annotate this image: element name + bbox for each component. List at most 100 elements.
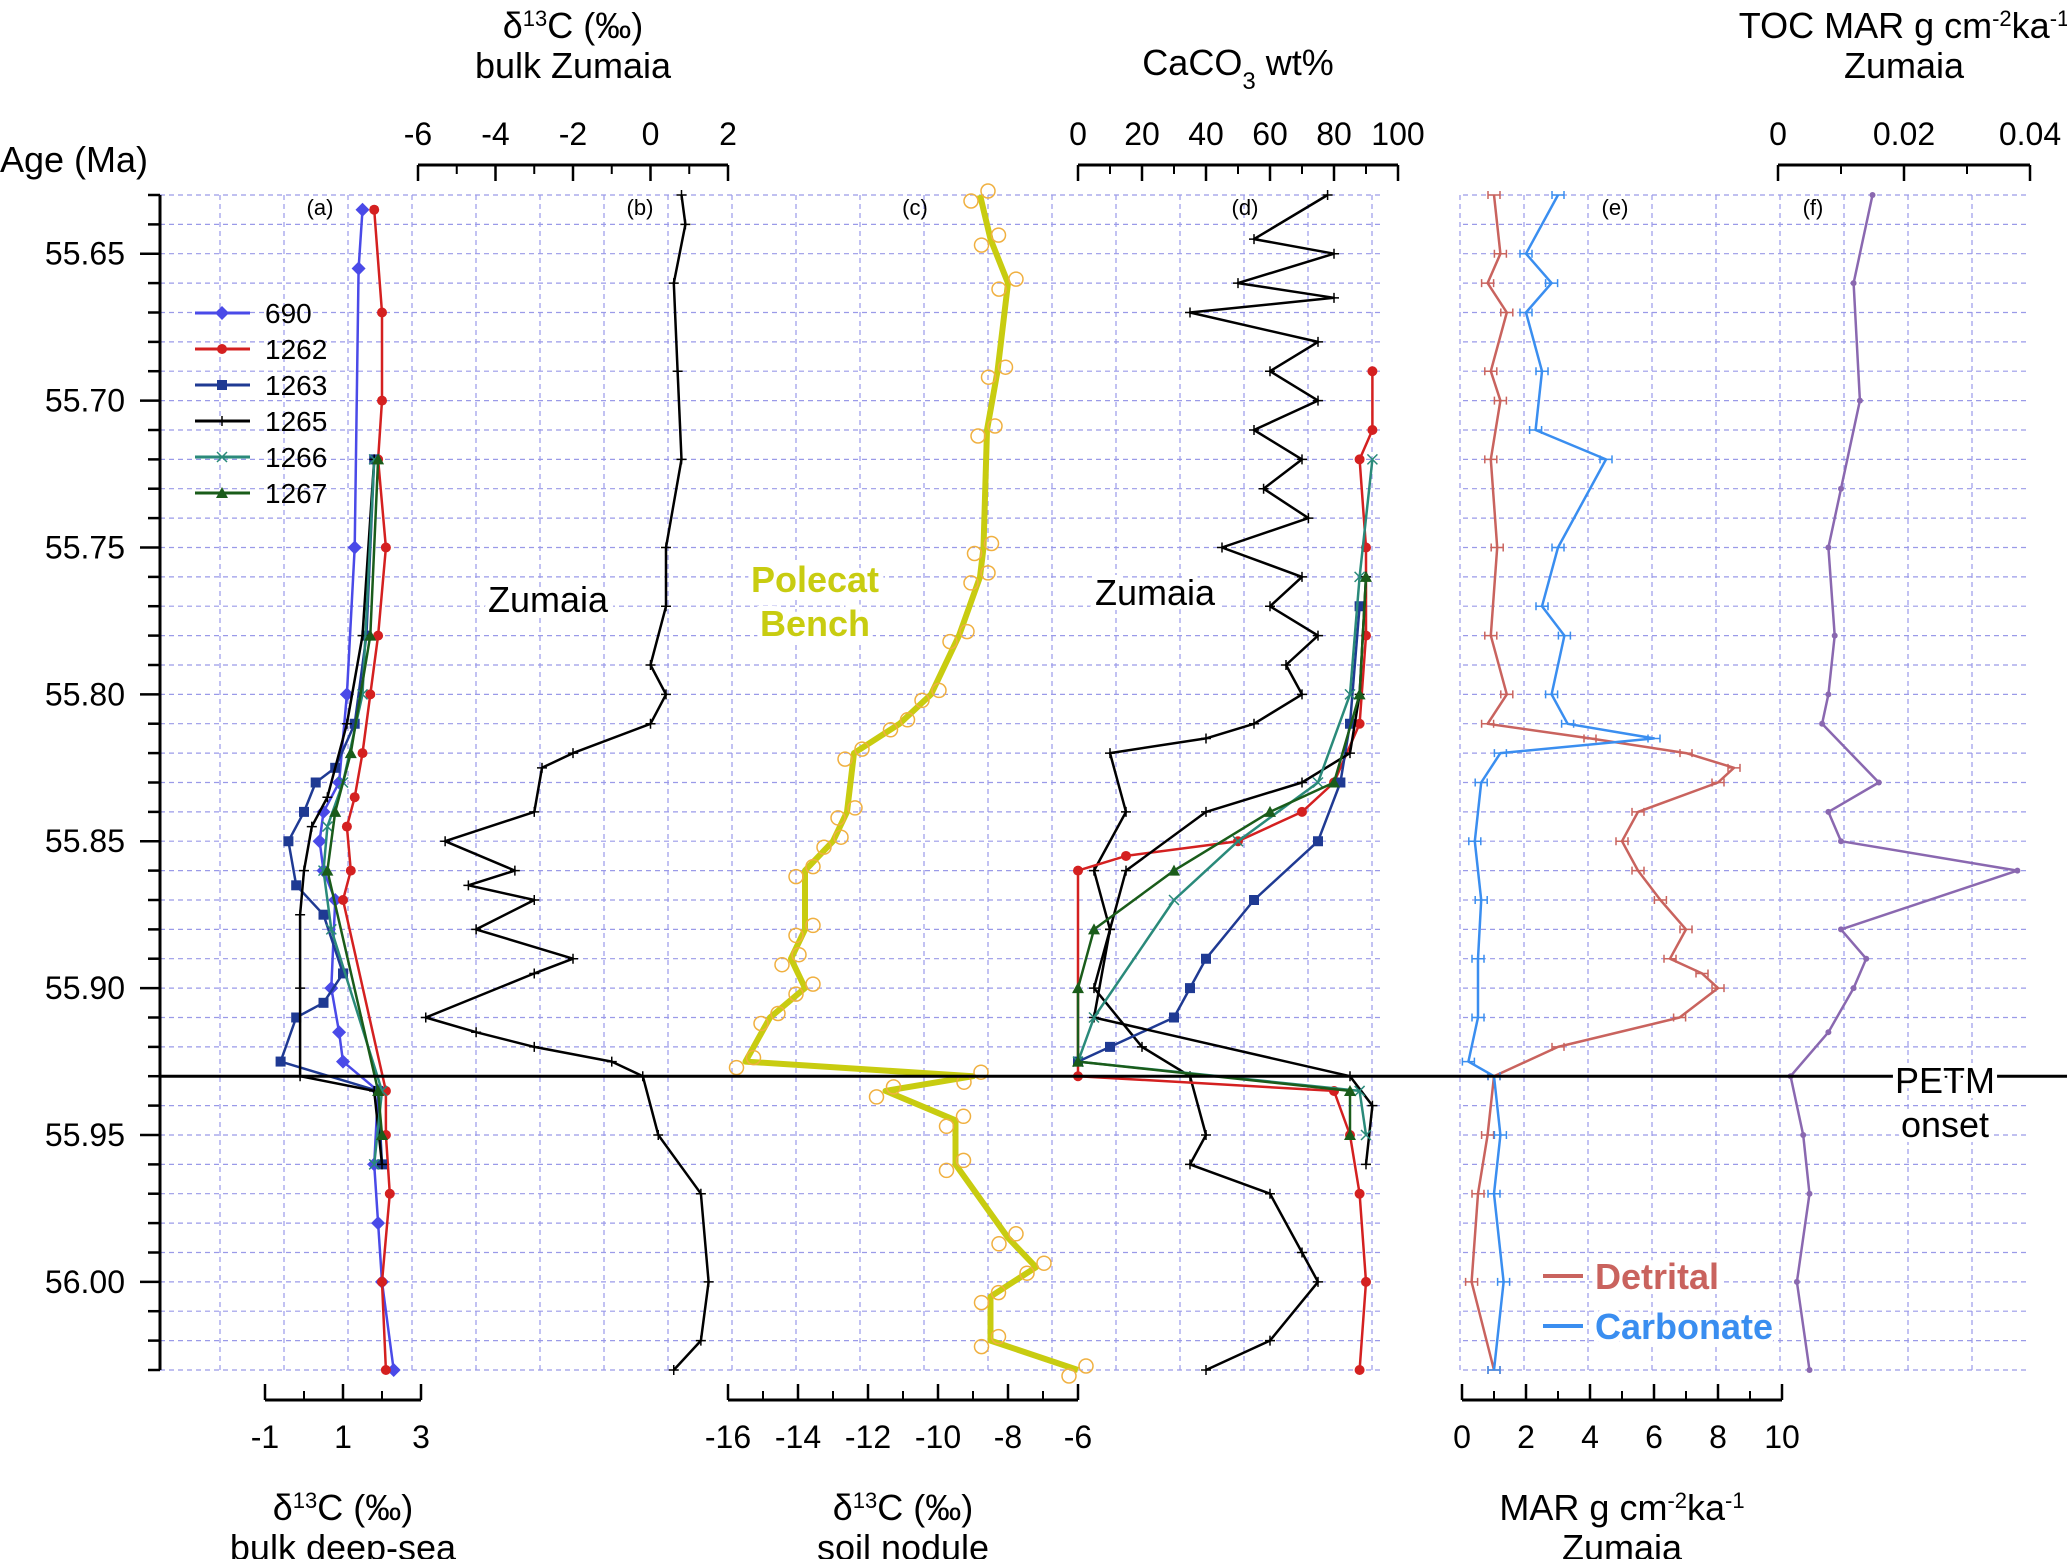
data-point xyxy=(1185,983,1195,994)
data-point xyxy=(1615,837,1629,846)
data-point xyxy=(2014,867,2021,874)
data-point xyxy=(1168,894,1180,906)
data-point xyxy=(376,1129,388,1140)
data-point xyxy=(1344,688,1356,700)
series-layer xyxy=(275,183,2021,1384)
data-point xyxy=(1313,836,1323,847)
data-point xyxy=(1480,279,1495,288)
data-point xyxy=(695,1335,706,1346)
data-point xyxy=(980,565,996,581)
data-point xyxy=(1345,748,1355,759)
x-tick-label: 0.04 xyxy=(1999,116,2061,152)
data-point xyxy=(931,682,947,699)
data-point xyxy=(1249,718,1259,729)
annotation-text: Zumaia xyxy=(488,579,609,620)
series-c-polecat-bench xyxy=(728,183,1094,1384)
x-axis-title: δ13C (‰) xyxy=(833,1487,974,1528)
data-point xyxy=(1217,542,1227,553)
data-point xyxy=(1185,1159,1195,1170)
data-point xyxy=(1121,850,1131,861)
x-axis-title: Zumaia xyxy=(1844,45,1965,86)
data-point xyxy=(351,261,366,276)
data-point xyxy=(661,689,671,700)
data-point xyxy=(529,806,540,817)
data-point xyxy=(1008,1226,1024,1242)
data-point xyxy=(728,1059,745,1076)
data-point xyxy=(885,1079,902,1095)
data-point xyxy=(1201,953,1211,964)
data-point xyxy=(1679,749,1693,758)
data-point xyxy=(344,747,357,759)
data-point xyxy=(1367,366,1378,377)
data-point xyxy=(1169,1012,1179,1023)
x-axis-b: -6 -4 -2 0 2 δ13C (‰)bulk Zumaia xyxy=(404,5,737,181)
legend-label: 690 xyxy=(265,298,312,329)
data-point xyxy=(349,792,360,803)
data-point xyxy=(1850,280,1857,287)
data-point xyxy=(1672,1013,1687,1022)
data-point xyxy=(1528,426,1543,434)
y-tick-label: 55.95 xyxy=(45,1117,125,1153)
data-point xyxy=(1201,1130,1211,1140)
data-point xyxy=(1265,1188,1275,1199)
data-point xyxy=(336,1054,350,1069)
data-point xyxy=(1249,895,1259,905)
data-point xyxy=(377,395,387,406)
data-point xyxy=(1328,776,1340,788)
x-tick-label: -8 xyxy=(994,1419,1022,1455)
data-point xyxy=(368,1158,380,1170)
x-tick-label: 100 xyxy=(1371,116,1424,152)
data-point xyxy=(847,800,863,816)
data-point xyxy=(1088,923,1100,935)
data-point xyxy=(1850,985,1857,992)
series-d-1266 xyxy=(1072,453,1378,1141)
data-point xyxy=(1089,865,1099,876)
data-point xyxy=(1831,632,1838,639)
data-point xyxy=(970,428,986,444)
legend-item-1263: 1263 xyxy=(195,370,327,401)
data-point xyxy=(1551,1042,1565,1051)
x-axis-title: MAR g cm-2ka-1 xyxy=(1499,1487,1744,1528)
x-axis-c: -16 -14 -12 -10 -8 -6 δ13C (‰)soil nodule xyxy=(705,1384,1092,1559)
series-b-zumaia xyxy=(420,190,714,1375)
data-point xyxy=(463,880,474,891)
x-axis-title: δ13C (‰) xyxy=(503,5,644,46)
data-point xyxy=(1800,1132,1807,1138)
data-point xyxy=(672,366,683,377)
data-point xyxy=(816,839,832,855)
data-point xyxy=(791,946,807,963)
data-point xyxy=(372,453,385,465)
data-point xyxy=(745,1049,762,1066)
annotation-text: PETM xyxy=(1895,1060,1995,1101)
annotation-detrital: Detrital xyxy=(1590,1251,1724,1302)
data-point xyxy=(283,836,294,847)
data-point xyxy=(997,359,1014,375)
data-point xyxy=(217,344,227,354)
data-point xyxy=(1297,454,1307,465)
data-point xyxy=(1825,1029,1832,1036)
data-point xyxy=(1344,1084,1356,1096)
data-point xyxy=(355,202,370,217)
data-point xyxy=(275,1056,286,1067)
data-point xyxy=(1168,864,1180,876)
x-axis-title: soil nodule xyxy=(817,1527,989,1559)
data-point xyxy=(1727,763,1741,772)
annotation-carbonate: Carbonate xyxy=(1590,1301,1778,1352)
x-tick-label: 4 xyxy=(1581,1419,1599,1455)
series-line xyxy=(1077,606,1361,1063)
annotation-text: Bench xyxy=(760,603,870,644)
data-point xyxy=(1297,806,1307,817)
data-point xyxy=(1366,453,1378,465)
data-point xyxy=(1088,1011,1100,1024)
data-point xyxy=(1493,1131,1508,1139)
data-point xyxy=(1008,271,1024,287)
data-point xyxy=(295,909,306,920)
data-point xyxy=(1631,807,1645,816)
panel-label-d: (d) xyxy=(1232,195,1259,220)
x-tick-label: 2 xyxy=(719,116,737,152)
data-point xyxy=(1663,954,1677,963)
data-point xyxy=(1264,805,1276,817)
data-point xyxy=(299,806,309,817)
data-point xyxy=(1557,631,1572,640)
panel-labels: (a) (b) (c) (d) (e) (f) xyxy=(307,195,1824,220)
